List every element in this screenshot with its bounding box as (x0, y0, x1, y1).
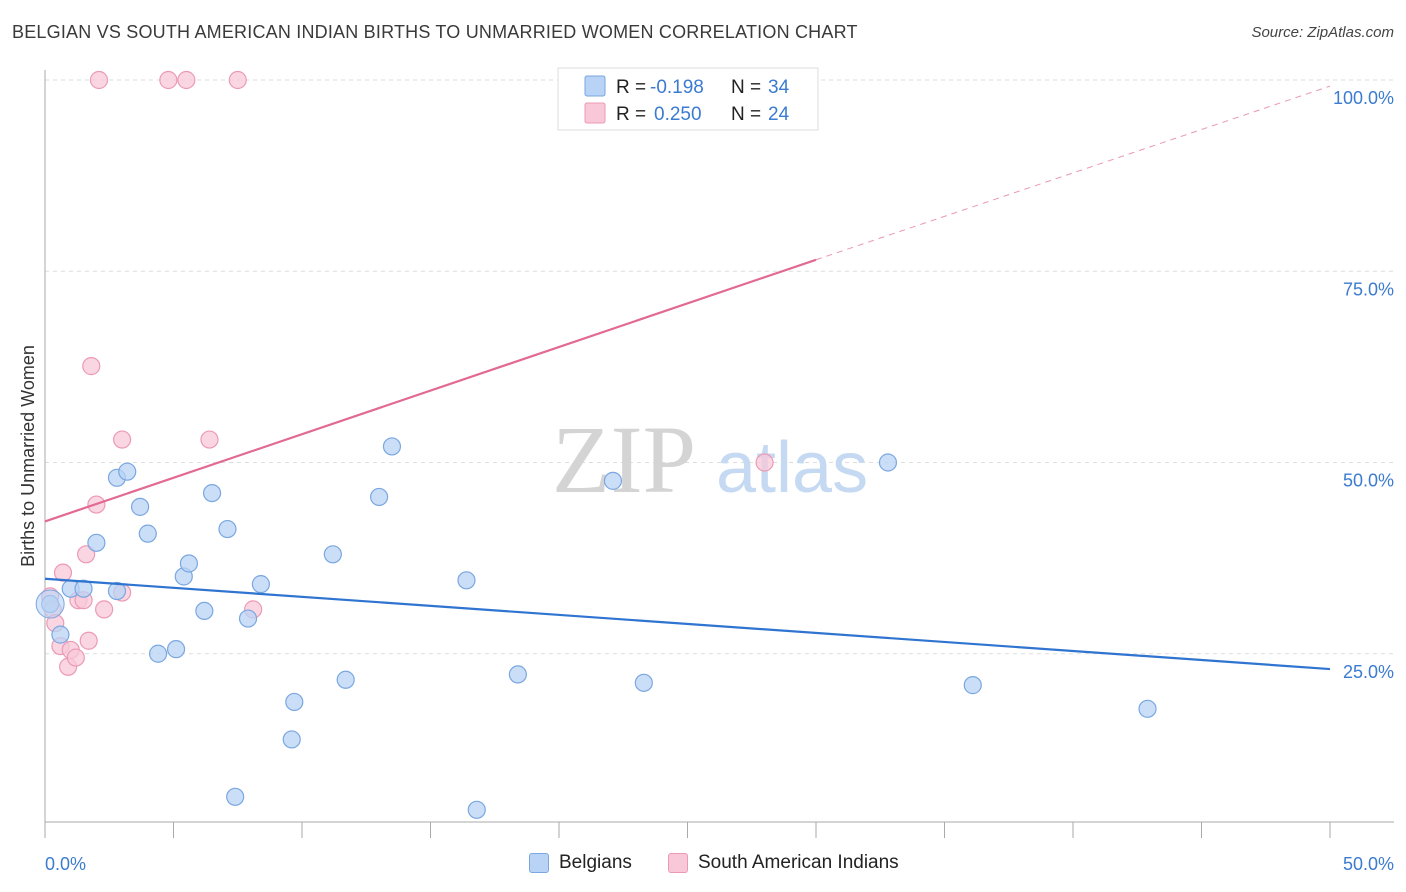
legend-swatch-south-american-indians (584, 102, 606, 124)
belgians-point (87, 533, 106, 552)
belgians-point (878, 453, 898, 472)
belgians-point (336, 670, 355, 689)
belgians-point (179, 554, 199, 573)
south-american-indians-trend-extension (815, 85, 1331, 261)
south-american-indians-point (95, 600, 114, 619)
bottom-legend-item-belgians[interactable]: Belgians (529, 852, 632, 874)
south-american-indians-point (82, 357, 101, 376)
south-american-indians-point (79, 631, 98, 650)
legend-n-label-south-american-indians: N = (731, 104, 761, 125)
belgians-point (370, 487, 389, 507)
legend-r-label-south-american-indians: R = (616, 104, 646, 125)
x-tick-label-min: 0.0% (45, 854, 86, 874)
y-axis-label: Births to Unmarried Women (18, 345, 38, 567)
legend-n-label-belgians: N = (731, 77, 761, 98)
belgians-point (202, 484, 222, 503)
south-american-indians-point (755, 453, 774, 472)
belgians-point (457, 571, 476, 590)
belgians-point (130, 497, 150, 516)
belgians-point (508, 665, 527, 684)
south-american-indians-point (228, 70, 247, 90)
bottom-legend-label-south-american-indians: South American Indians (698, 852, 899, 873)
chart-title: BELGIAN VS SOUTH AMERICAN INDIAN BIRTHS … (12, 22, 858, 42)
series-belgians (35, 437, 1157, 819)
series-south-american-indians (41, 70, 774, 676)
south-american-indians-point (159, 70, 178, 90)
belgians-point (285, 692, 304, 712)
belgians-point (118, 462, 137, 481)
legend-n-value-belgians: 34 (768, 77, 790, 98)
watermark-atlas: atlas (716, 428, 868, 508)
bottom-legend-label-belgians: Belgians (559, 852, 632, 873)
legend-swatch-belgians (584, 75, 606, 97)
belgians-point (195, 601, 214, 621)
belgians-point (138, 524, 157, 543)
belgians-point (603, 471, 623, 490)
belgians-point (467, 800, 486, 819)
belgians-trend-line (44, 577, 1331, 671)
belgians-point (166, 640, 186, 659)
trend-lines (44, 85, 1331, 671)
belgians-point (148, 644, 168, 663)
y-tick-label: 75.0% (1343, 279, 1394, 299)
y-tick-labels: 25.0% 50.0% 75.0% 100.0% (1333, 88, 1394, 682)
belgians-point (226, 787, 245, 806)
bottom-legend-item-south-american-indians[interactable]: South American Indians (668, 852, 899, 874)
belgians-point (238, 609, 258, 628)
south-american-indians-point (177, 70, 196, 90)
belgians-point-large (35, 589, 65, 619)
belgians-point (382, 437, 402, 456)
south-american-indians-point (200, 430, 219, 449)
south-american-indians-point (53, 563, 73, 582)
bottom-legend-swatch-south-american-indians (668, 853, 688, 873)
y-tick-label: 50.0% (1343, 471, 1394, 491)
legend-r-label-belgians: R = (616, 77, 646, 98)
y-tick-label: 25.0% (1343, 662, 1394, 682)
belgians-point (218, 519, 237, 539)
belgians-point (1138, 699, 1157, 718)
x-tick-label-max: 50.0% (1343, 854, 1394, 874)
bottom-legend-swatch-belgians (529, 853, 549, 873)
legend-n-value-south-american-indians: 24 (768, 104, 790, 125)
belgians-point (963, 676, 982, 695)
belgians-point (282, 730, 301, 749)
x-axis-ticks (44, 822, 1331, 838)
belgians-point (51, 625, 70, 644)
legend-box: R = -0.198 N = 34 R = 0.250 N = 24 (557, 67, 819, 131)
south-american-indians-point (77, 545, 96, 564)
belgians-point (634, 673, 653, 692)
bottom-legend: Belgians South American Indians (0, 852, 1406, 878)
legend-r-value-belgians: -0.198 (650, 77, 704, 98)
legend-r-value-south-american-indians: 0.250 (654, 104, 702, 125)
south-american-indians-point (89, 70, 109, 90)
belgians-point (251, 575, 270, 594)
y-tick-label: 100.0% (1333, 88, 1394, 108)
watermark-zip: ZIP (552, 406, 696, 513)
belgians-point (323, 545, 342, 564)
south-american-indians-trend-line (44, 258, 817, 523)
south-american-indians-point (66, 648, 85, 667)
south-american-indians-point (112, 430, 132, 449)
belgians-point (107, 581, 127, 601)
belgians-point (74, 579, 93, 598)
source-credit: Source: ZipAtlas.com (1251, 24, 1394, 41)
gridlines (45, 79, 1394, 655)
